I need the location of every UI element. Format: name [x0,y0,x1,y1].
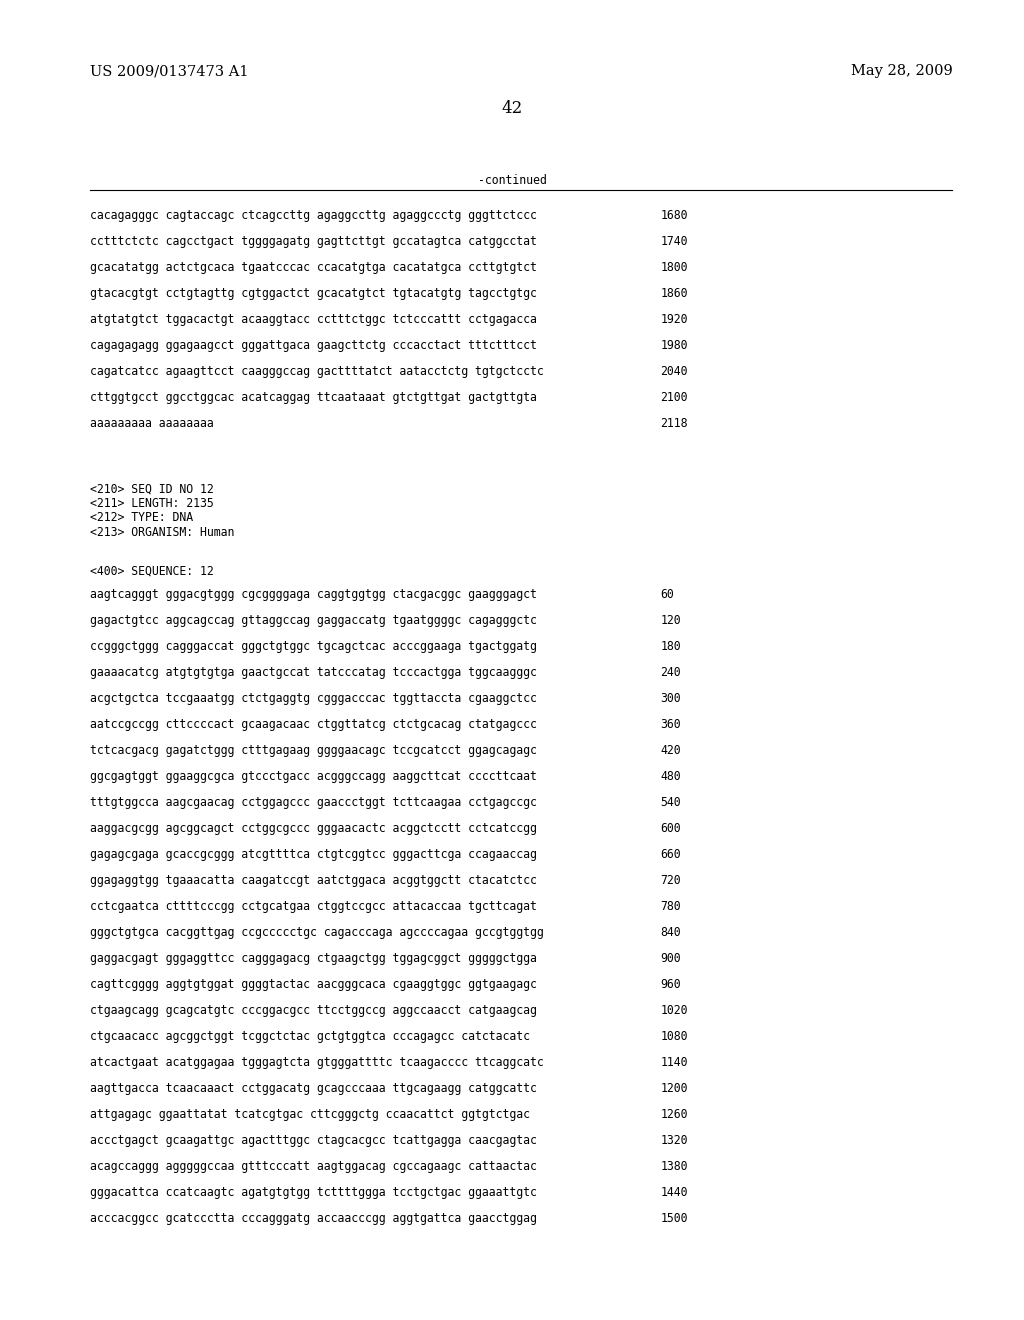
Text: gcacatatgg actctgcaca tgaatcccac ccacatgtga cacatatgca ccttgtgtct: gcacatatgg actctgcaca tgaatcccac ccacatg… [90,260,537,273]
Text: cagatcatcc agaagttcct caagggccag gacttttatct aatacctctg tgtgctcctc: cagatcatcc agaagttcct caagggccag gactttt… [90,364,544,378]
Text: ggcgagtggt ggaaggcgca gtccctgacc acgggccagg aaggcttcat ccccttcaat: ggcgagtggt ggaaggcgca gtccctgacc acgggcc… [90,770,537,783]
Text: 360: 360 [660,718,681,731]
Text: -continued: -continued [477,174,547,187]
Text: accctgagct gcaagattgc agactttggc ctagcacgcc tcattgagga caacgagtac: accctgagct gcaagattgc agactttggc ctagcac… [90,1134,537,1147]
Text: acagccaggg agggggccaa gtttcccatt aagtggacag cgccagaagc cattaactac: acagccaggg agggggccaa gtttcccatt aagtgga… [90,1160,537,1173]
Text: 780: 780 [660,900,681,913]
Text: <400> SEQUENCE: 12: <400> SEQUENCE: 12 [90,564,214,577]
Text: 120: 120 [660,614,681,627]
Text: 1200: 1200 [660,1082,688,1096]
Text: 600: 600 [660,822,681,836]
Text: ggagaggtgg tgaaacatta caagatccgt aatctggaca acggtggctt ctacatctcc: ggagaggtgg tgaaacatta caagatccgt aatctgg… [90,874,537,887]
Text: ctgcaacacc agcggctggt tcggctctac gctgtggtca cccagagcc catctacatc: ctgcaacacc agcggctggt tcggctctac gctgtgg… [90,1030,530,1043]
Text: cacagagggc cagtaccagc ctcagccttg agaggccttg agaggccctg gggttctccc: cacagagggc cagtaccagc ctcagccttg agaggcc… [90,209,537,222]
Text: gggctgtgca cacggttgag ccgccccctgc cagacccaga agccccagaa gccgtggtgg: gggctgtgca cacggttgag ccgccccctgc cagacc… [90,925,544,939]
Text: aatccgccgg cttccccact gcaagacaac ctggttatcg ctctgcacag ctatgagccc: aatccgccgg cttccccact gcaagacaac ctggtta… [90,718,537,731]
Text: 60: 60 [660,587,674,601]
Text: 2118: 2118 [660,417,688,430]
Text: 1140: 1140 [660,1056,688,1069]
Text: aagtcagggt gggacgtggg cgcggggaga caggtggtgg ctacgacggc gaagggagct: aagtcagggt gggacgtggg cgcggggaga caggtgg… [90,587,537,601]
Text: ctgaagcagg gcagcatgtc cccggacgcc ttcctggccg aggccaacct catgaagcag: ctgaagcagg gcagcatgtc cccggacgcc ttcctgg… [90,1005,537,1016]
Text: cctttctctc cagcctgact tggggagatg gagttcttgt gccatagtca catggcctat: cctttctctc cagcctgact tggggagatg gagttct… [90,235,537,248]
Text: 1800: 1800 [660,260,688,273]
Text: gggacattca ccatcaagtc agatgtgtgg tcttttggga tcctgctgac ggaaattgtc: gggacattca ccatcaagtc agatgtgtgg tcttttg… [90,1185,537,1199]
Text: cagttcgggg aggtgtggat ggggtactac aacgggcaca cgaaggtggc ggtgaagagc: cagttcgggg aggtgtggat ggggtactac aacgggc… [90,978,537,991]
Text: 1980: 1980 [660,339,688,351]
Text: 2040: 2040 [660,364,688,378]
Text: tttgtggcca aagcgaacag cctggagccc gaaccctggt tcttcaagaa cctgagccgc: tttgtggcca aagcgaacag cctggagccc gaaccct… [90,796,537,809]
Text: 1380: 1380 [660,1160,688,1173]
Text: 1020: 1020 [660,1005,688,1016]
Text: 900: 900 [660,952,681,965]
Text: gagagcgaga gcaccgcggg atcgttttca ctgtcggtcc gggacttcga ccagaaccag: gagagcgaga gcaccgcggg atcgttttca ctgtcgg… [90,847,537,861]
Text: <211> LENGTH: 2135: <211> LENGTH: 2135 [90,496,214,510]
Text: 180: 180 [660,640,681,653]
Text: May 28, 2009: May 28, 2009 [851,65,952,78]
Text: 840: 840 [660,925,681,939]
Text: gagactgtcc aggcagccag gttaggccag gaggaccatg tgaatggggc cagagggctc: gagactgtcc aggcagccag gttaggccag gaggacc… [90,614,537,627]
Text: ccgggctggg cagggaccat gggctgtggc tgcagctcac acccggaaga tgactggatg: ccgggctggg cagggaccat gggctgtggc tgcagct… [90,640,537,653]
Text: 42: 42 [502,100,522,116]
Text: acgctgctca tccgaaatgg ctctgaggtg cgggacccac tggttaccta cgaaggctcc: acgctgctca tccgaaatgg ctctgaggtg cgggacc… [90,692,537,705]
Text: atgtatgtct tggacactgt acaaggtacc cctttctggc tctcccattt cctgagacca: atgtatgtct tggacactgt acaaggtacc cctttct… [90,313,537,326]
Text: 660: 660 [660,847,681,861]
Text: cttggtgcct ggcctggcac acatcaggag ttcaataaat gtctgttgat gactgttgta: cttggtgcct ggcctggcac acatcaggag ttcaata… [90,391,537,404]
Text: aaaaaaaaa aaaaaaaa: aaaaaaaaa aaaaaaaa [90,417,214,430]
Text: 1260: 1260 [660,1107,688,1121]
Text: 300: 300 [660,692,681,705]
Text: 2100: 2100 [660,391,688,404]
Text: 960: 960 [660,978,681,991]
Text: 240: 240 [660,665,681,678]
Text: 1500: 1500 [660,1212,688,1225]
Text: gaggacgagt gggaggttcc cagggagacg ctgaagctgg tggagcggct gggggctgga: gaggacgagt gggaggttcc cagggagacg ctgaagc… [90,952,537,965]
Text: gaaaacatcg atgtgtgtga gaactgccat tatcccatag tcccactgga tggcaagggc: gaaaacatcg atgtgtgtga gaactgccat tatccca… [90,665,537,678]
Text: <212> TYPE: DNA: <212> TYPE: DNA [90,511,194,524]
Text: 540: 540 [660,796,681,809]
Text: 1080: 1080 [660,1030,688,1043]
Text: 1860: 1860 [660,286,688,300]
Text: 1680: 1680 [660,209,688,222]
Text: 1920: 1920 [660,313,688,326]
Text: 720: 720 [660,874,681,887]
Text: cctcgaatca cttttcccgg cctgcatgaa ctggtccgcc attacaccaa tgcttcagat: cctcgaatca cttttcccgg cctgcatgaa ctggtcc… [90,900,537,913]
Text: 1320: 1320 [660,1134,688,1147]
Text: tctcacgacg gagatctggg ctttgagaag ggggaacagc tccgcatcct ggagcagagc: tctcacgacg gagatctggg ctttgagaag ggggaac… [90,744,537,756]
Text: 420: 420 [660,744,681,756]
Text: acccacggcc gcatccctta cccagggatg accaacccgg aggtgattca gaacctggag: acccacggcc gcatccctta cccagggatg accaacc… [90,1212,537,1225]
Text: cagagagagg ggagaagcct gggattgaca gaagcttctg cccacctact tttctttcct: cagagagagg ggagaagcct gggattgaca gaagctt… [90,339,537,351]
Text: attgagagc ggaattatat tcatcgtgac cttcgggctg ccaacattct ggtgtctgac: attgagagc ggaattatat tcatcgtgac cttcgggc… [90,1107,530,1121]
Text: atcactgaat acatggagaa tgggagtcta gtgggattttc tcaagacccc ttcaggcatc: atcactgaat acatggagaa tgggagtcta gtgggat… [90,1056,544,1069]
Text: 1740: 1740 [660,235,688,248]
Text: 1440: 1440 [660,1185,688,1199]
Text: gtacacgtgt cctgtagttg cgtggactct gcacatgtct tgtacatgtg tagcctgtgc: gtacacgtgt cctgtagttg cgtggactct gcacatg… [90,286,537,300]
Text: aagttgacca tcaacaaact cctggacatg gcagcccaaa ttgcagaagg catggcattc: aagttgacca tcaacaaact cctggacatg gcagccc… [90,1082,537,1096]
Text: 480: 480 [660,770,681,783]
Text: aaggacgcgg agcggcagct cctggcgccc gggaacactc acggctcctt cctcatccgg: aaggacgcgg agcggcagct cctggcgccc gggaaca… [90,822,537,836]
Text: <213> ORGANISM: Human: <213> ORGANISM: Human [90,525,234,539]
Text: US 2009/0137473 A1: US 2009/0137473 A1 [90,65,249,78]
Text: <210> SEQ ID NO 12: <210> SEQ ID NO 12 [90,482,214,495]
